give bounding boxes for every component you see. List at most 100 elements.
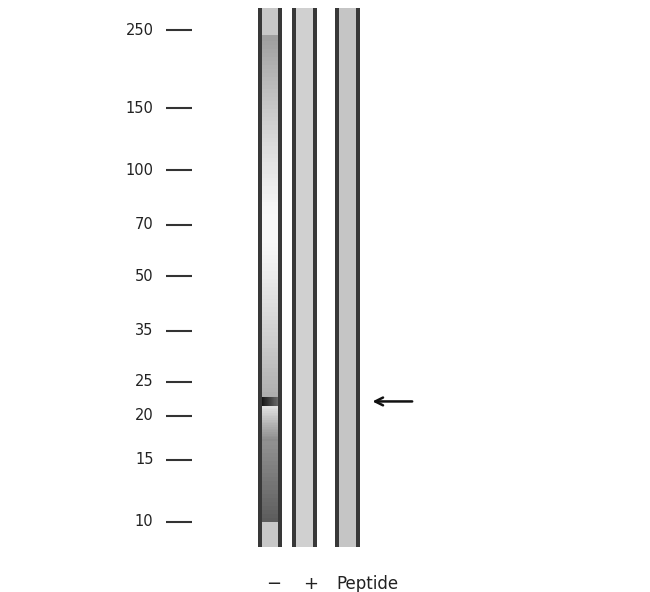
- Bar: [261, 137, 278, 141]
- Bar: [257, 8, 282, 546]
- Bar: [261, 274, 278, 279]
- Bar: [261, 52, 278, 57]
- Bar: [335, 8, 360, 546]
- Bar: [261, 484, 278, 490]
- Bar: [261, 294, 278, 300]
- Bar: [261, 509, 278, 514]
- Bar: [261, 96, 278, 101]
- Bar: [261, 72, 278, 77]
- Bar: [261, 480, 278, 485]
- Bar: [261, 407, 278, 409]
- Bar: [261, 424, 278, 427]
- Bar: [261, 40, 278, 44]
- Bar: [261, 488, 278, 494]
- Bar: [261, 250, 278, 255]
- Text: 35: 35: [135, 323, 153, 338]
- Bar: [261, 173, 278, 178]
- Bar: [261, 76, 278, 81]
- Bar: [261, 221, 278, 227]
- Bar: [261, 36, 278, 40]
- Bar: [261, 60, 278, 65]
- Bar: [261, 383, 278, 388]
- Bar: [261, 116, 278, 121]
- Bar: [261, 448, 278, 453]
- Bar: [261, 504, 278, 510]
- Bar: [261, 418, 278, 420]
- Bar: [261, 323, 278, 328]
- Bar: [261, 298, 278, 304]
- Bar: [261, 409, 278, 411]
- Bar: [261, 140, 278, 146]
- Bar: [261, 254, 278, 259]
- Bar: [261, 371, 278, 377]
- Bar: [261, 432, 278, 434]
- Bar: [261, 444, 278, 449]
- Bar: [292, 8, 317, 546]
- Bar: [261, 334, 278, 340]
- Bar: [261, 363, 278, 368]
- Bar: [261, 8, 278, 546]
- Text: +: +: [304, 575, 318, 592]
- Bar: [261, 234, 278, 239]
- Bar: [261, 88, 278, 93]
- Text: −: −: [266, 575, 281, 592]
- Bar: [261, 161, 278, 166]
- Bar: [261, 432, 278, 437]
- Bar: [261, 92, 278, 97]
- Bar: [261, 153, 278, 158]
- Bar: [261, 169, 278, 174]
- Bar: [261, 230, 278, 234]
- Text: 25: 25: [135, 374, 153, 390]
- Bar: [261, 420, 278, 422]
- Bar: [261, 217, 278, 223]
- Text: Peptide: Peptide: [336, 575, 398, 592]
- Bar: [261, 413, 278, 414]
- Text: 20: 20: [135, 408, 153, 423]
- Bar: [261, 270, 278, 275]
- Bar: [261, 80, 278, 85]
- Bar: [261, 343, 278, 348]
- Bar: [261, 189, 278, 194]
- Bar: [261, 355, 278, 360]
- Bar: [261, 47, 278, 53]
- Bar: [261, 391, 278, 397]
- Bar: [261, 407, 278, 413]
- Bar: [261, 351, 278, 356]
- Bar: [261, 290, 278, 295]
- Bar: [261, 201, 278, 207]
- Bar: [261, 468, 278, 474]
- Bar: [261, 400, 278, 404]
- Bar: [261, 464, 278, 469]
- Bar: [261, 387, 278, 392]
- Bar: [261, 460, 278, 465]
- Bar: [261, 266, 278, 271]
- Bar: [261, 367, 278, 372]
- Bar: [261, 428, 278, 430]
- Bar: [261, 359, 278, 364]
- Bar: [261, 456, 278, 461]
- Bar: [261, 68, 278, 73]
- Bar: [261, 185, 278, 190]
- Bar: [261, 193, 278, 198]
- Bar: [261, 278, 278, 283]
- Bar: [261, 165, 278, 170]
- Bar: [261, 149, 278, 154]
- Bar: [261, 433, 278, 436]
- Bar: [261, 452, 278, 457]
- Bar: [261, 404, 278, 408]
- Bar: [261, 440, 278, 445]
- Bar: [261, 331, 278, 336]
- Bar: [261, 64, 278, 69]
- Bar: [261, 181, 278, 186]
- Bar: [261, 157, 278, 162]
- Bar: [261, 493, 278, 498]
- Bar: [261, 318, 278, 324]
- Bar: [261, 242, 278, 247]
- Bar: [261, 477, 278, 481]
- Bar: [261, 426, 278, 429]
- Bar: [261, 411, 278, 417]
- Bar: [261, 286, 278, 291]
- Bar: [261, 205, 278, 210]
- Bar: [261, 133, 278, 137]
- Bar: [261, 84, 278, 89]
